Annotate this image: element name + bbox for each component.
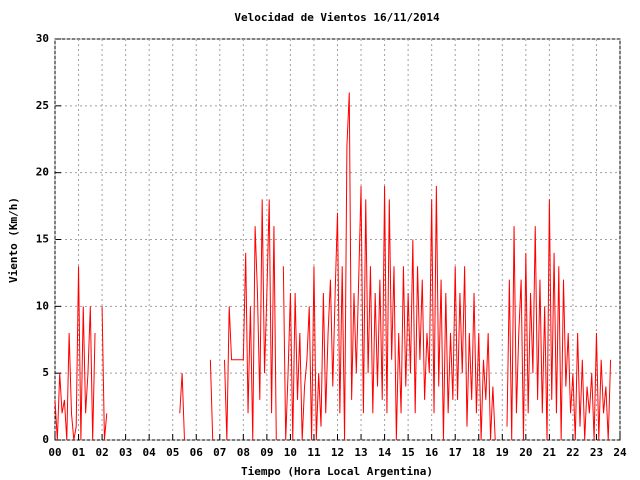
x-tick-label: 21 xyxy=(543,446,557,459)
x-tick-label: 04 xyxy=(143,446,157,459)
y-tick-label: 5 xyxy=(42,366,49,379)
x-tick-label: 07 xyxy=(213,446,226,459)
x-tick-label: 10 xyxy=(284,446,297,459)
x-tick-label: 01 xyxy=(72,446,86,459)
x-tick-label: 09 xyxy=(260,446,273,459)
x-axis-label: Tiempo (Hora Local Argentina) xyxy=(241,465,433,478)
x-tick-label: 17 xyxy=(449,446,462,459)
x-tick-label: 15 xyxy=(402,446,415,459)
x-tick-label: 13 xyxy=(354,446,367,459)
x-tick-label: 12 xyxy=(331,446,344,459)
x-tick-label: 00 xyxy=(48,446,61,459)
chart-title: Velocidad de Vientos 16/11/2014 xyxy=(234,11,440,24)
y-tick-label: 0 xyxy=(42,433,49,446)
x-tick-label: 11 xyxy=(307,446,321,459)
x-tick-label: 18 xyxy=(472,446,485,459)
y-tick-label: 20 xyxy=(36,166,49,179)
x-tick-label: 05 xyxy=(166,446,179,459)
x-tick-label: 16 xyxy=(425,446,439,459)
x-tick-label: 19 xyxy=(496,446,509,459)
x-tick-label: 03 xyxy=(119,446,132,459)
x-tick-label: 02 xyxy=(95,446,108,459)
y-tick-label: 15 xyxy=(36,233,49,246)
y-tick-label: 30 xyxy=(36,32,49,45)
x-tick-label: 14 xyxy=(378,446,392,459)
data-line xyxy=(54,92,612,441)
y-tick-label: 25 xyxy=(36,99,49,112)
x-tick-label: 20 xyxy=(519,446,532,459)
y-axis-label: Viento (Km/h) xyxy=(7,197,20,283)
x-tick-label: 06 xyxy=(190,446,204,459)
x-tick-label: 22 xyxy=(566,446,579,459)
x-tick-label: 23 xyxy=(590,446,603,459)
y-tick-label: 10 xyxy=(36,299,49,312)
x-tick-label: 08 xyxy=(237,446,250,459)
x-tick-label: 24 xyxy=(613,446,627,459)
